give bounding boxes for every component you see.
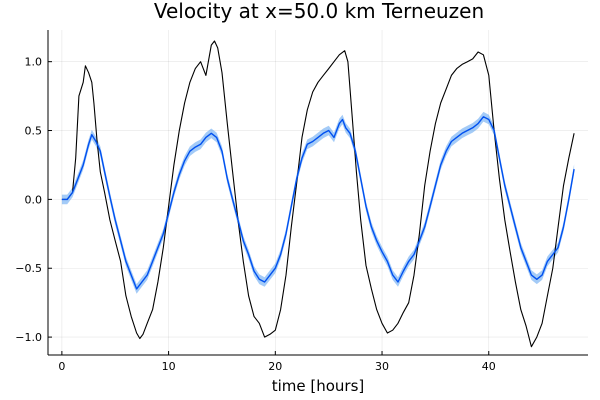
series-2-line	[61, 116, 575, 290]
x-axis-label: time [hours]	[272, 377, 365, 395]
series-1-line	[61, 40, 575, 348]
x-tick-label: 10	[162, 360, 176, 373]
axes: 0 10 20 30 40 −1.0 −0.5 0.0 0.5 1.0	[15, 30, 588, 373]
x-tick-label: 40	[482, 360, 496, 373]
grid	[48, 30, 588, 355]
x-tick-label: 30	[375, 360, 389, 373]
chart-title: Velocity at x=50.0 km Terneuzen	[154, 0, 484, 23]
series-band-layer	[61, 111, 575, 294]
y-tick-label: 1.0	[25, 56, 43, 69]
x-tick-label: 20	[268, 360, 282, 373]
x-tick-label: 0	[58, 360, 65, 373]
y-tick-label: 0.0	[25, 193, 43, 206]
series-layer	[61, 40, 575, 348]
y-tick-label: −0.5	[15, 262, 42, 275]
y-tick-label: 0.5	[25, 125, 43, 138]
series-2-uncertainty-band	[61, 111, 575, 294]
y-tick-label: −1.0	[15, 331, 42, 344]
